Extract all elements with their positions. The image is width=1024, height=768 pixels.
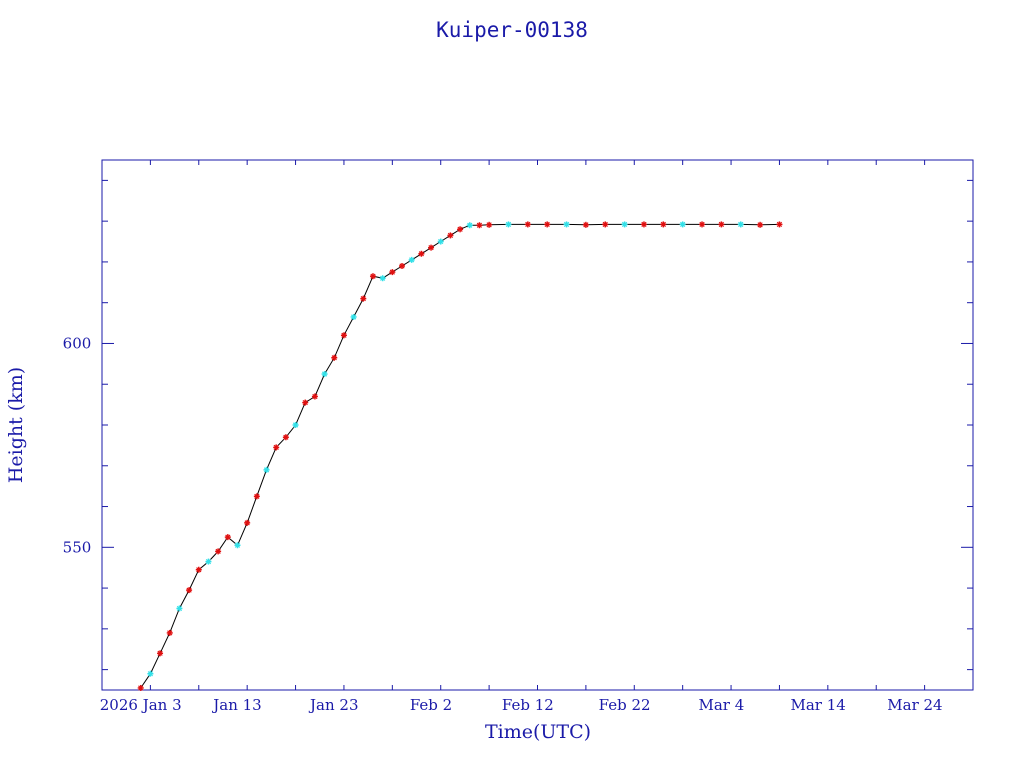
data-point <box>399 263 406 269</box>
data-point <box>253 493 260 500</box>
x-tick-label: 2026 Jan 3 <box>100 696 182 714</box>
data-point <box>137 684 144 691</box>
x-tick-label: Feb 2 <box>410 696 452 714</box>
data-point <box>621 221 628 228</box>
data-point <box>244 519 251 526</box>
data-point <box>195 566 202 573</box>
x-tick-label: Feb 22 <box>599 696 651 714</box>
data-point <box>176 605 183 612</box>
data-point <box>389 269 396 276</box>
y-tick-label: 600 <box>63 334 92 352</box>
y-tick-label: 550 <box>63 538 92 556</box>
x-tick-labels: 2026 Jan 3 Jan 13 Jan 23 Feb 2 Feb 12 Feb 22 M… <box>100 696 943 714</box>
x-tick-label: Mar 14 <box>790 696 845 714</box>
data-point <box>737 221 744 228</box>
y-tick-labels: 550 600 <box>63 334 92 556</box>
data-point <box>263 466 270 473</box>
data-point <box>157 650 164 657</box>
plot-frame <box>101 159 974 691</box>
x-tick-label: Jan 13 <box>211 696 261 714</box>
data-point <box>757 221 764 228</box>
data-point <box>640 221 647 228</box>
x-axis-label: Time(UTC) <box>485 721 591 743</box>
x-tick-label: Mar 4 <box>698 696 744 714</box>
data-point <box>292 422 299 428</box>
data-point <box>428 244 435 251</box>
data-point <box>273 444 280 451</box>
data-point <box>776 221 783 228</box>
data-point <box>447 232 454 239</box>
data-point <box>379 275 386 282</box>
x-tick-label: Jan 23 <box>308 696 358 714</box>
data-point <box>331 354 338 361</box>
data-point <box>679 221 686 228</box>
data-point <box>582 221 589 228</box>
data-point <box>166 629 173 636</box>
data-point <box>340 332 347 339</box>
x-tick-label: Feb 12 <box>502 696 554 714</box>
data-point <box>699 221 706 228</box>
data-point <box>466 222 473 229</box>
data-point <box>360 295 367 302</box>
axis-ticks <box>102 160 973 690</box>
data-point <box>718 221 725 228</box>
data-point <box>215 548 222 555</box>
data-point <box>311 393 318 400</box>
data-point <box>350 313 357 320</box>
data-point <box>505 221 512 228</box>
data-point <box>186 587 193 594</box>
x-tick-label: Mar 24 <box>887 696 942 714</box>
data-point <box>408 256 415 263</box>
data-point <box>457 226 464 233</box>
plot-area <box>137 221 783 691</box>
data-point <box>147 670 154 677</box>
data-point <box>660 221 667 228</box>
data-point <box>418 250 425 257</box>
data-point <box>302 399 309 406</box>
data-point <box>234 542 241 549</box>
data-point <box>602 221 609 228</box>
data-point <box>544 221 551 228</box>
data-point <box>224 534 231 541</box>
data-point <box>205 558 212 565</box>
data-point <box>437 238 444 245</box>
data-point <box>369 273 376 280</box>
data-point <box>486 221 493 228</box>
y-axis-label: Height (km) <box>5 367 27 483</box>
data-point <box>476 222 483 229</box>
data-point <box>321 371 328 378</box>
chart-title: Kuiper-00138 <box>436 18 588 42</box>
data-point <box>563 221 570 228</box>
data-point <box>524 221 531 228</box>
data-point <box>282 434 289 441</box>
series-line <box>140 223 780 689</box>
